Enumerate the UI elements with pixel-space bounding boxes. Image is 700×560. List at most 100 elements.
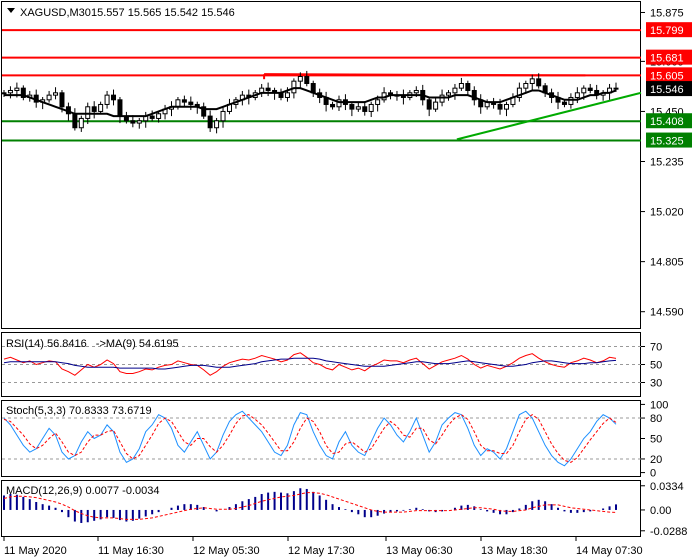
- current-price-tag: [646, 81, 692, 97]
- candle-body: [568, 96, 574, 105]
- time-tick-label: 13 May 06:30: [386, 545, 453, 557]
- candle-body: [7, 89, 13, 94]
- macd-panel: [1, 480, 641, 537]
- candle-body: [175, 99, 181, 108]
- candle-body: [375, 99, 381, 105]
- candle-body: [574, 92, 580, 98]
- candle-body: [529, 78, 535, 84]
- time-tick-label: 13 May 18:30: [481, 545, 548, 557]
- time-tick-label: 11 May 2020: [4, 545, 67, 557]
- panel-tick-label: 50: [650, 434, 662, 446]
- support-level-label: 15.325: [650, 136, 684, 148]
- panel-tick-label: 100: [650, 399, 668, 411]
- candle-body: [117, 99, 123, 117]
- candle-body: [439, 94, 445, 103]
- rsi-ma-line: [3, 357, 617, 370]
- candle-body: [130, 120, 136, 124]
- moving-average-line: [4, 87, 617, 118]
- ohlc-values: 15.557 15.565 15.542 15.546: [91, 7, 235, 19]
- candle-body: [426, 99, 432, 110]
- stoch-main-line: [3, 410, 617, 467]
- panel-tick-label: 80: [650, 413, 662, 425]
- candle-body: [613, 87, 619, 90]
- candle-body: [516, 87, 522, 98]
- rsi-line: [3, 352, 617, 376]
- stoch-panel: [1, 400, 641, 477]
- candle-body: [291, 80, 297, 94]
- time-tick-label: 12 May 05:30: [193, 545, 260, 557]
- resistance-level-label: 15.799: [650, 25, 684, 37]
- candle-body: [349, 103, 355, 110]
- candle-body: [536, 78, 542, 87]
- price-tick-label: 15.020: [650, 207, 684, 219]
- candle-body: [297, 76, 303, 82]
- candle-body: [503, 103, 509, 110]
- candle-body: [581, 87, 587, 94]
- rsi-title-ma: ->MA(9) 54.6195: [96, 338, 179, 350]
- stoch-plot-area: 100 80 50 20 0: [2, 399, 668, 480]
- candle-body: [304, 76, 310, 84]
- panel-tick-label: 30: [650, 378, 662, 390]
- dropdown-triangle-icon[interactable]: [7, 8, 15, 13]
- candle-body: [355, 106, 361, 110]
- candle-body: [452, 87, 458, 94]
- candle-body: [465, 83, 471, 91]
- candle-body: [561, 101, 567, 105]
- candle-body: [136, 120, 142, 124]
- panel-tick-label: 0.0334: [650, 481, 684, 493]
- candle-body: [201, 106, 207, 117]
- time-tick-label: 14 May 07:30: [576, 545, 643, 557]
- panel-tick-label: 0.00: [650, 505, 671, 517]
- stoch-title: Stoch(5,3,3) 70.8333 73.6719: [6, 405, 152, 417]
- resistance-level-tag: [646, 49, 692, 65]
- price-panel: [1, 1, 641, 329]
- panel-tick-label: 0: [650, 468, 656, 480]
- time-tick-label: 12 May 17:30: [288, 545, 355, 557]
- candle-body: [14, 87, 20, 91]
- candle-body: [1, 92, 7, 95]
- stoch-signal-line: [3, 414, 617, 463]
- candle-body: [46, 94, 52, 101]
- price-tick-label: 14.805: [650, 257, 684, 269]
- support-level-label: 15.408: [650, 116, 684, 128]
- candle-body: [284, 92, 290, 98]
- time-axis: 11 May 2020 11 May 16:30 12 May 05:30 12 Ma…: [3, 537, 643, 557]
- candle-body: [91, 106, 97, 112]
- candle-body: [413, 89, 419, 94]
- candle-body: [188, 101, 194, 105]
- symbol-label: XAGUSD,M30: [20, 7, 91, 19]
- rsi-title-main: RSI(14) 56.8416: [6, 338, 87, 350]
- candle-body: [78, 117, 84, 129]
- candle-body: [368, 103, 374, 112]
- candle-body: [104, 94, 110, 105]
- support-trendline: [456, 91, 642, 141]
- candle-body: [111, 94, 117, 101]
- candle-body: [20, 87, 26, 98]
- macd-plot-area: 0.0334 0.00 -0.0288: [3, 481, 687, 538]
- support-level-tag: [646, 113, 692, 129]
- price-plot-area: 15.87515.66515.45015.23515.02014.80514.5…: [1, 7, 692, 319]
- candle-body: [149, 115, 155, 119]
- price-tick-label: 14.590: [650, 307, 684, 319]
- candle-body: [330, 103, 336, 108]
- resistance-level-tag: [646, 67, 692, 83]
- candle-body: [458, 83, 464, 89]
- candle-body: [362, 106, 368, 112]
- macd-title: MACD(12,26,9) 0.0077 -0.0034: [6, 485, 159, 497]
- support-level-tag: [646, 132, 692, 148]
- panel-tick-label: -0.0288: [650, 526, 687, 538]
- panel-tick-label: 20: [650, 454, 662, 466]
- price-tick-label: 15.235: [650, 157, 684, 169]
- candle-body: [433, 101, 439, 110]
- current-price-label: 15.546: [650, 84, 684, 96]
- rsi-title: RSI(14) 56.8416 ->MA(9) 54.6195: [6, 338, 179, 350]
- candle-body: [53, 92, 59, 96]
- candle-body: [214, 120, 220, 129]
- resistance-trendline: [264, 73, 586, 77]
- time-tick-label: 11 May 16:30: [98, 545, 164, 557]
- candle-body: [156, 113, 162, 119]
- candle-body: [207, 115, 213, 129]
- candle-body: [265, 87, 271, 91]
- resistance-level-label: 15.605: [650, 70, 684, 82]
- panel-tick-label: 50: [650, 360, 662, 372]
